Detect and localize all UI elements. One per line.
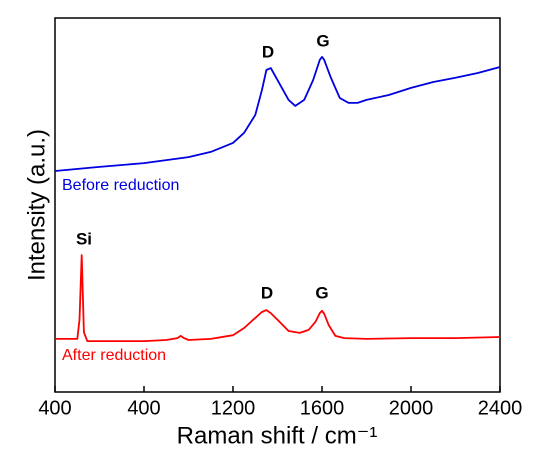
peak-label: G <box>315 283 328 302</box>
x-axis-label: Raman shift / cm⁻¹ <box>177 422 378 449</box>
peak-label: D <box>262 42 274 61</box>
series-label: After reduction <box>62 347 166 364</box>
line-series <box>55 254 501 342</box>
line-series <box>54 56 501 172</box>
x-tick-label: 2400 <box>478 397 523 419</box>
peak-label: Si <box>76 229 92 248</box>
x-tick-label: 1200 <box>211 397 256 419</box>
peak-label: D <box>261 283 273 302</box>
y-axis-label: Intensity (a.u.) <box>23 129 50 281</box>
x-tick-label: 400 <box>38 397 71 419</box>
x-tick-label: 2000 <box>389 397 434 419</box>
x-tick-label: 1600 <box>300 397 345 419</box>
series-label: Before reduction <box>62 177 179 194</box>
peak-label: G <box>316 31 329 50</box>
plot-frame <box>54 17 501 393</box>
x-tick-label: 400 <box>127 397 160 419</box>
